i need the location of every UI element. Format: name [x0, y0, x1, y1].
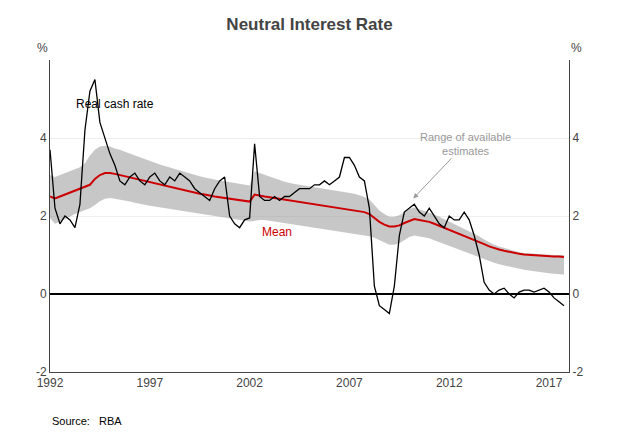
svg-text:Mean: Mean [262, 225, 292, 239]
svg-text:1997: 1997 [136, 376, 163, 390]
svg-text:1992: 1992 [37, 376, 64, 390]
svg-text:0: 0 [40, 287, 47, 301]
svg-text:0: 0 [572, 287, 579, 301]
svg-text:%: % [571, 41, 582, 55]
svg-text:-2: -2 [572, 365, 583, 379]
svg-text:2012: 2012 [436, 376, 463, 390]
svg-text:2017: 2017 [536, 376, 563, 390]
svg-text:2007: 2007 [336, 376, 363, 390]
svg-text:%: % [37, 41, 48, 55]
svg-text:4: 4 [572, 131, 579, 145]
svg-text:2002: 2002 [236, 376, 263, 390]
svg-text:-2: -2 [36, 365, 47, 379]
svg-text:4: 4 [40, 131, 47, 145]
svg-text:Real cash rate: Real cash rate [76, 97, 154, 111]
svg-text:Range of availableestimates: Range of availableestimates [420, 131, 511, 157]
svg-text:Neutral Interest Rate: Neutral Interest Rate [226, 15, 392, 34]
svg-text:Source: RBA: Source: RBA [52, 415, 122, 427]
svg-text:2: 2 [572, 209, 579, 223]
svg-text:2: 2 [40, 209, 47, 223]
